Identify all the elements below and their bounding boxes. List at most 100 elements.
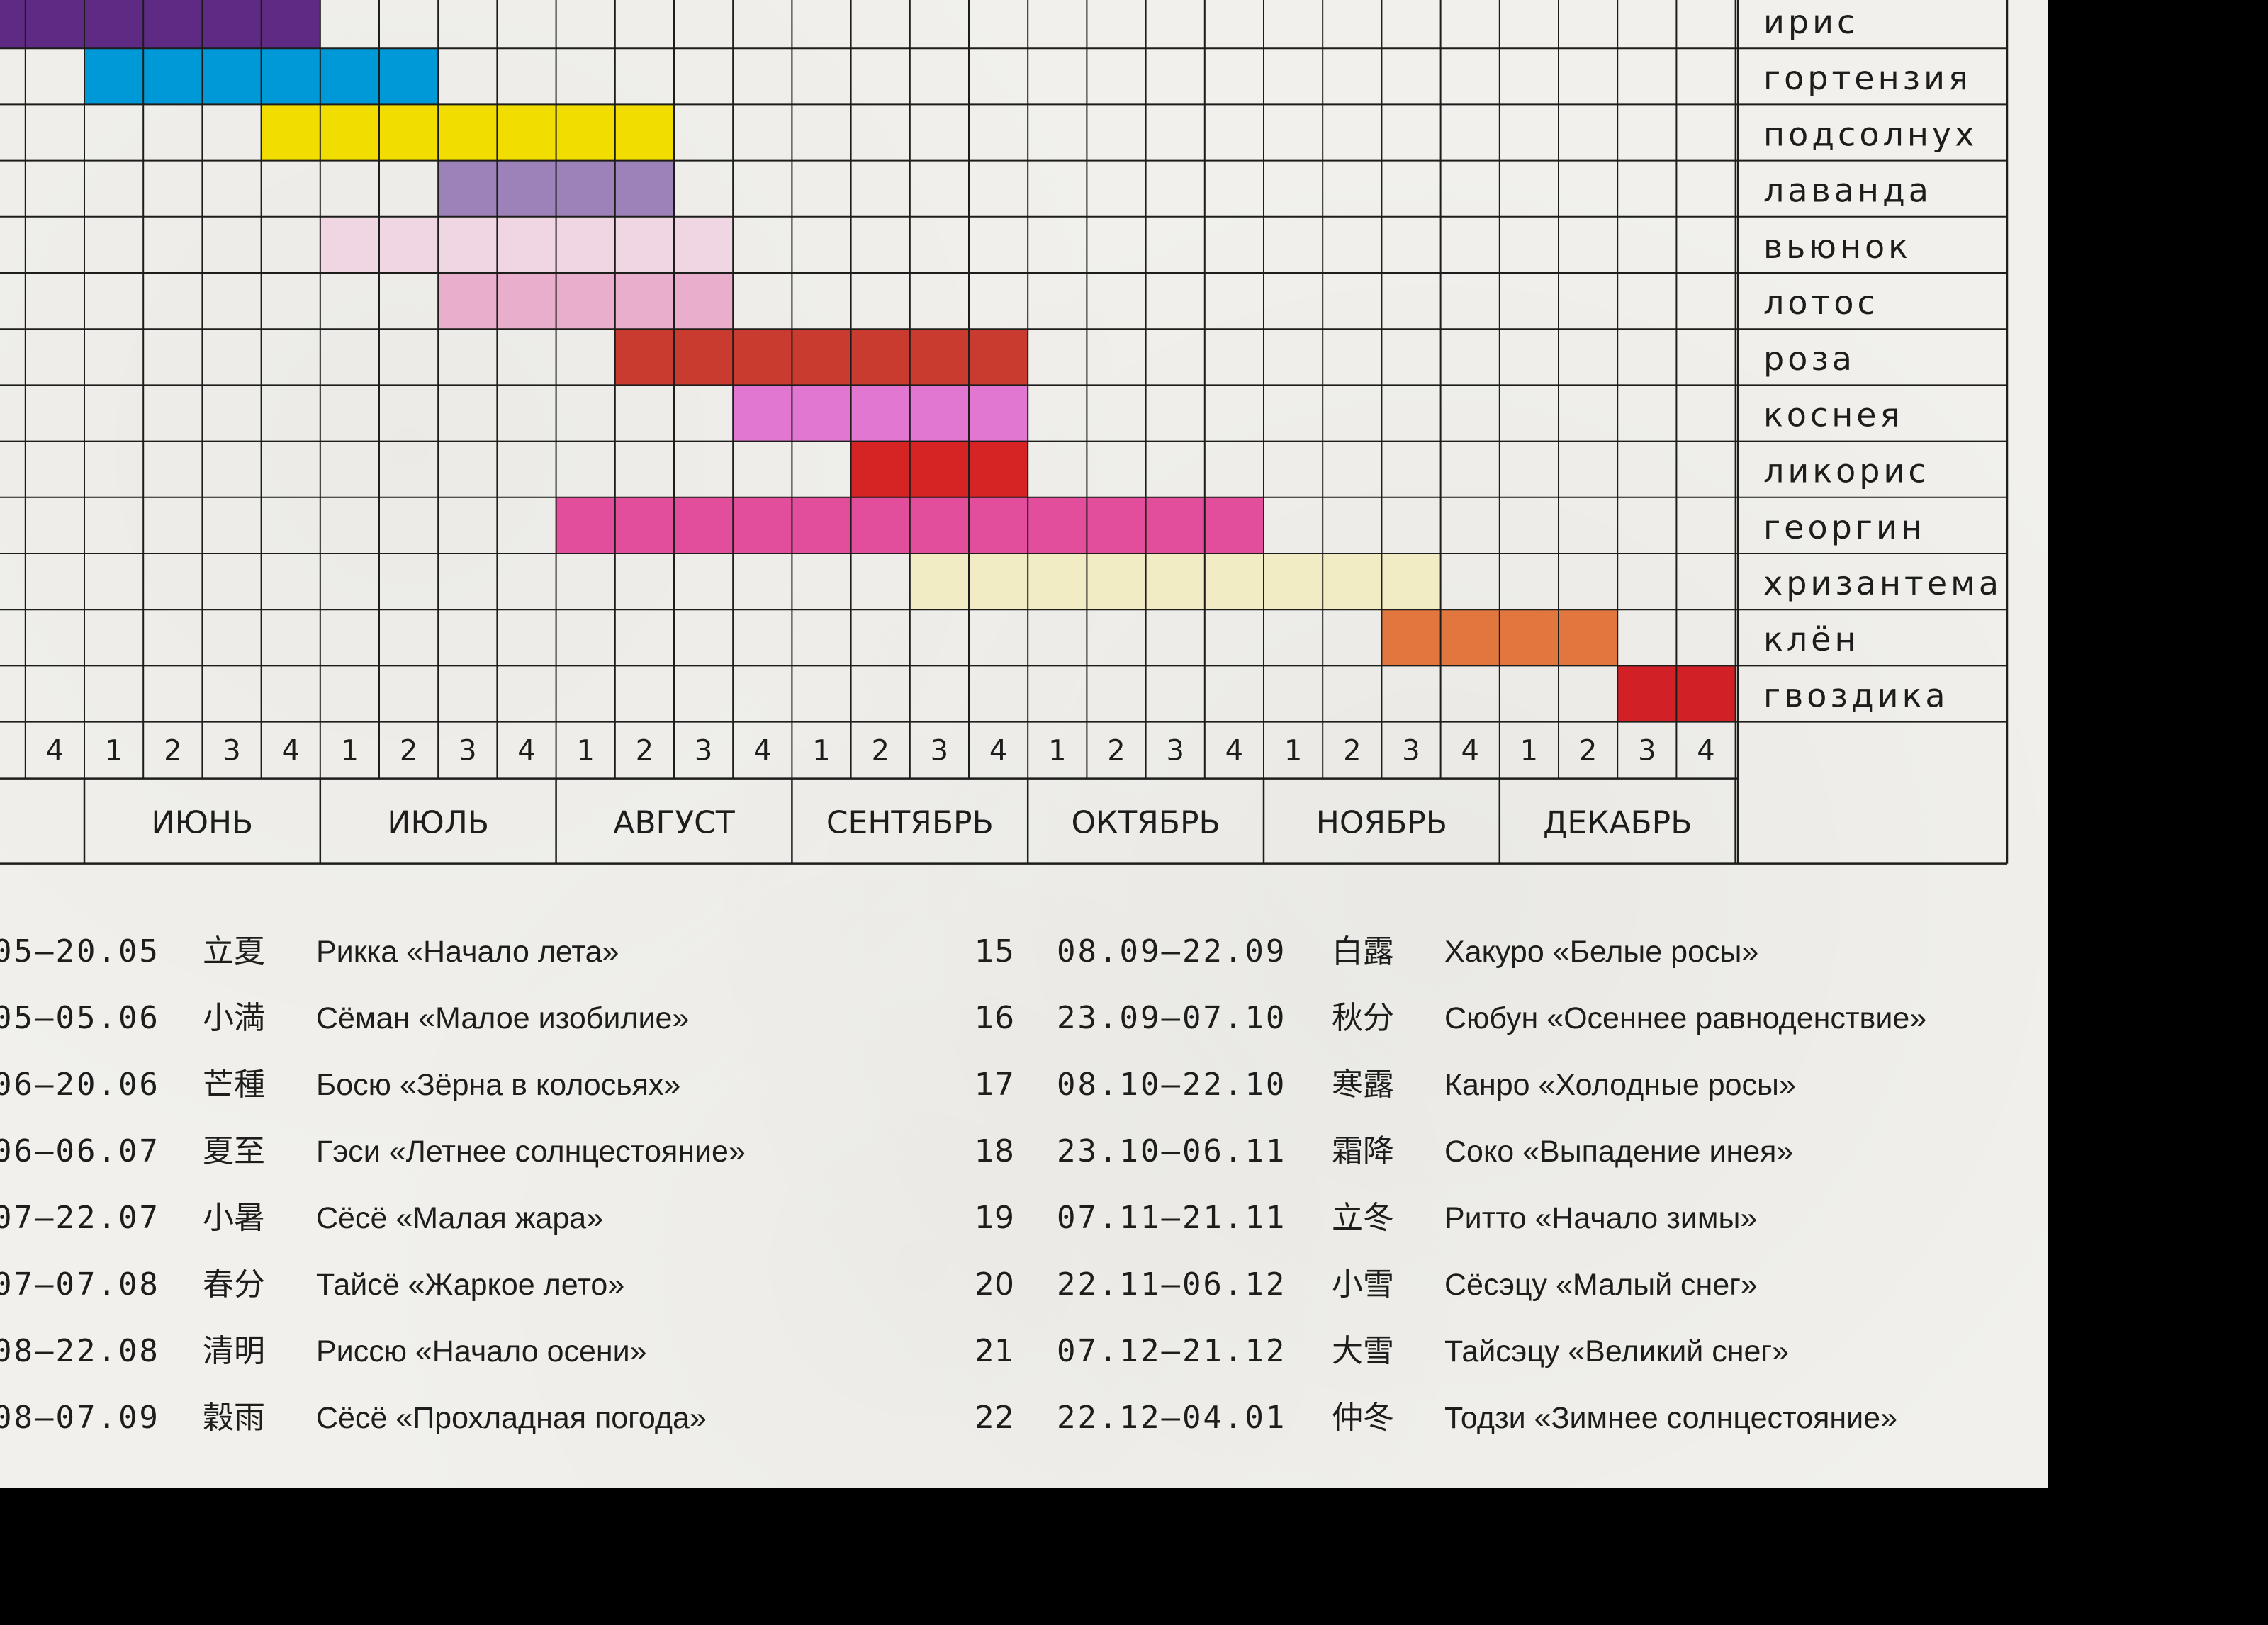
week-tick-label: 4 (46, 735, 64, 767)
week-tick-label: 1 (576, 735, 594, 767)
term-name: Ритто «Начало зимы» (1444, 1201, 1758, 1235)
term-dates: 07–07.08 (0, 1266, 160, 1303)
term-name: Рикка «Начало лета» (316, 935, 619, 969)
term-number: 20 (975, 1266, 1014, 1303)
flower-label: вьюнок (1763, 227, 1911, 266)
week-tick-label: 1 (105, 735, 123, 767)
term-kanji: 大雪 (1332, 1333, 1394, 1369)
term-kanji: 小満 (203, 1000, 265, 1036)
week-tick-label: 3 (1166, 735, 1184, 767)
month-label: АВГУСТ (613, 805, 735, 841)
term-number: 15 (975, 933, 1014, 969)
term-dates: 22.12–04.01 (1057, 1400, 1287, 1436)
flower-label: ликорис (1763, 452, 1930, 490)
term-name: Гэси «Летнее солнцестояние» (316, 1135, 746, 1169)
term-dates: 23.10–06.11 (1057, 1133, 1287, 1169)
month-label: ДЕКАБРЬ (1543, 805, 1692, 841)
flower-label: лаванда (1763, 172, 1932, 210)
term-kanji: 立冬 (1332, 1200, 1394, 1236)
term-dates: 07.12–21.12 (1057, 1333, 1287, 1369)
month-label: ОКТЯБРЬ (1071, 805, 1220, 841)
week-tick-label: 2 (636, 735, 653, 767)
bloom-bar-6 (614, 329, 1028, 386)
term-name: Риссю «Начало осени» (316, 1334, 647, 1368)
week-tick-label: 2 (1579, 735, 1597, 767)
term-dates: 08–22.08 (0, 1333, 160, 1369)
week-tick-label: 4 (1461, 735, 1478, 767)
term-kanji: 立夏 (203, 933, 265, 969)
week-tick-label: 4 (517, 735, 535, 767)
week-tick-label: 3 (695, 735, 712, 767)
week-tick-label: 1 (1048, 735, 1066, 767)
term-kanji: 芒種 (203, 1067, 265, 1103)
week-tick-label: 4 (753, 735, 771, 767)
week-tick-label: 2 (164, 735, 181, 767)
month-label: СЕНТЯБРЬ (826, 805, 994, 841)
term-dates: 08.09–22.09 (1057, 933, 1287, 969)
term-kanji: 小雪 (1332, 1266, 1394, 1303)
flower-label: гортензия (1763, 59, 1972, 97)
term-kanji: 春分 (203, 1266, 265, 1303)
flower-label: хризантема (1763, 564, 2002, 602)
week-tick-label: 4 (1697, 735, 1714, 767)
week-tick-label: 1 (1520, 735, 1538, 767)
term-name: Сёман «Малое изобилие» (316, 1001, 690, 1035)
term-name: Канро «Холодные росы» (1444, 1068, 1796, 1102)
term-dates: 07.11–21.11 (1057, 1200, 1287, 1236)
term-name: Сёсё «Прохладная погода» (316, 1401, 707, 1435)
term-name: Сёсэцу «Малый снег» (1444, 1268, 1758, 1302)
week-tick-label: 3 (1402, 735, 1420, 767)
month-label: НОЯБРЬ (1316, 805, 1447, 841)
term-name: Тайсё «Жаркое лето» (316, 1268, 625, 1302)
bloom-calendar-chart: 4 1 2 3 4 1 2 3 4 1 2 3 4 1 2 3 4 1 2 3 4 1 2 3 4 1 2 3 4 ИЮНЬ ИЮЛЬ АВГ… (0, 0, 2009, 865)
term-kanji: 秋分 (1332, 1000, 1394, 1036)
term-dates: 06–06.07 (0, 1133, 160, 1169)
bloom-bar-2 (261, 104, 675, 161)
term-name: Тайсэцу «Великий снег» (1444, 1334, 1790, 1368)
term-kanji: 仲冬 (1332, 1400, 1394, 1436)
term-dates: 23.09–07.10 (1057, 1000, 1287, 1036)
term-dates: 08.10–22.10 (1057, 1067, 1287, 1103)
flower-label: коснея (1763, 395, 1903, 434)
term-name: Босю «Зёрна в колосьях» (316, 1068, 681, 1102)
week-tick-label: 1 (341, 735, 359, 767)
bloom-bar-5 (438, 273, 734, 330)
term-name: Соко «Выпадение инея» (1444, 1135, 1794, 1169)
bloom-bar-10 (909, 553, 1441, 610)
flower-label: гвоздика (1763, 676, 1949, 714)
term-dates: 08–07.09 (0, 1400, 160, 1436)
term-number: 22 (975, 1400, 1014, 1436)
week-tick-label: 2 (871, 735, 889, 767)
term-kanji: 清明 (203, 1333, 265, 1369)
term-dates: 07–22.07 (0, 1200, 160, 1236)
term-name: Тодзи «Зимнее солнцестояние» (1444, 1401, 1897, 1435)
term-number: 19 (975, 1200, 1014, 1236)
term-kanji: 寒露 (1332, 1067, 1394, 1103)
week-tick-label: 2 (400, 735, 417, 767)
flower-label: ирис (1763, 3, 1858, 41)
term-kanji: 夏至 (203, 1133, 265, 1169)
week-tick-label: 2 (1107, 735, 1125, 767)
week-tick-label: 3 (931, 735, 948, 767)
week-tick-label: 1 (1284, 735, 1302, 767)
week-tick-label: 3 (459, 735, 476, 767)
term-kanji: 小暑 (203, 1200, 265, 1236)
week-tick-label: 4 (281, 735, 299, 767)
term-dates: 22.11–06.12 (1057, 1266, 1287, 1303)
flower-label: подсолнух (1763, 115, 1977, 153)
term-kanji: 穀雨 (203, 1400, 265, 1436)
term-number: 17 (975, 1067, 1014, 1103)
week-tick-label: 1 (812, 735, 830, 767)
term-number: 16 (975, 1000, 1014, 1036)
flower-label: роза (1763, 339, 1856, 378)
bloom-bar-0 (0, 0, 320, 49)
term-kanji: 白露 (1332, 933, 1394, 969)
week-tick-label: 4 (1225, 735, 1243, 767)
bloom-bar-4 (320, 216, 734, 273)
term-dates: 06–20.06 (0, 1067, 160, 1103)
term-number: 21 (975, 1333, 1014, 1369)
bloom-bar-7 (733, 385, 1028, 442)
term-number: 18 (975, 1133, 1014, 1169)
term-dates: 05–20.05 (0, 933, 160, 969)
flower-label: клён (1763, 620, 1860, 658)
